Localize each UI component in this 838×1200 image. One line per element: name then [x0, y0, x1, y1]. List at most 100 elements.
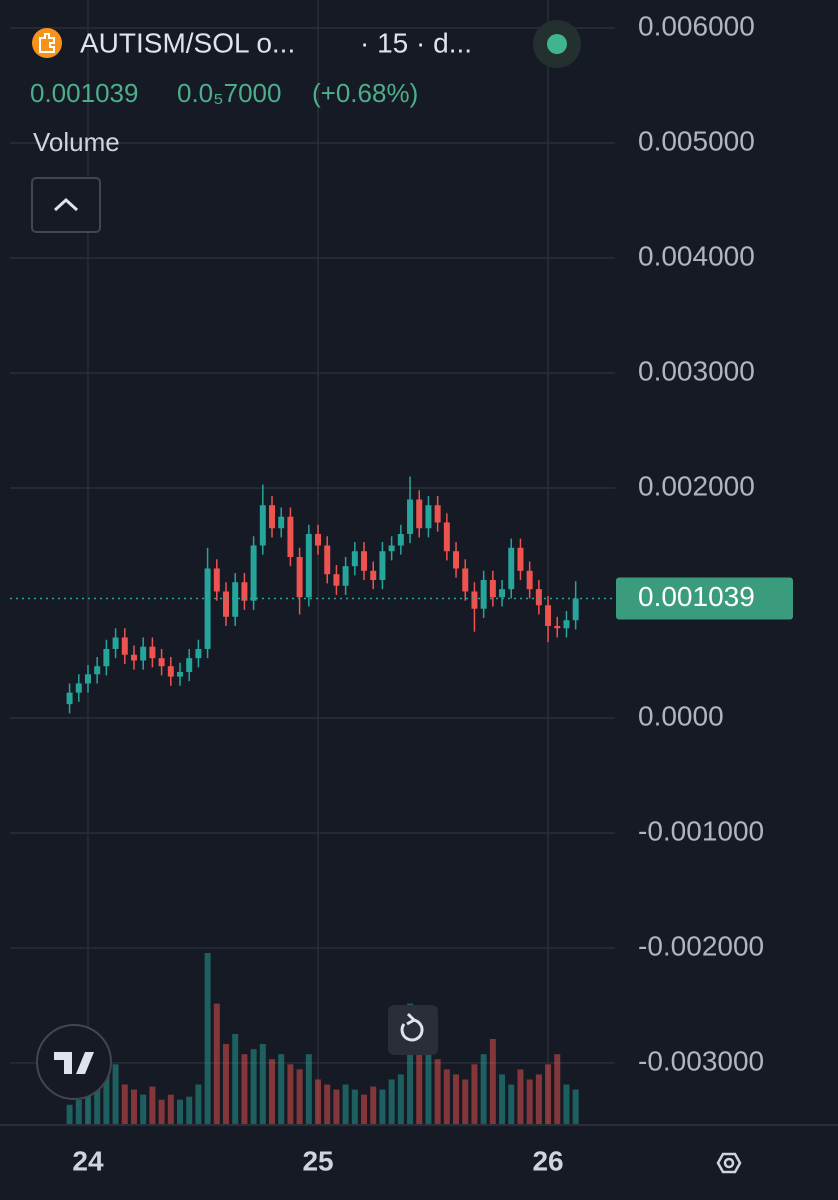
volume-bar	[84, 1094, 91, 1125]
volume-bar	[213, 1003, 220, 1125]
logo-icon	[54, 1052, 94, 1074]
candle-body	[232, 582, 239, 617]
volume-bar	[241, 1054, 248, 1125]
candle-body	[434, 505, 441, 523]
candle-body	[342, 566, 349, 586]
volume-bar	[407, 1003, 414, 1125]
last-price-tag	[616, 577, 793, 620]
candle-body	[149, 646, 156, 659]
volume-bar	[545, 1064, 552, 1125]
candle-body	[535, 589, 542, 606]
candle-body	[379, 551, 386, 580]
x-tick-label: 25	[302, 1145, 333, 1176]
volume-bar	[425, 1054, 432, 1125]
volume-bar	[397, 1074, 404, 1125]
candle-body	[462, 568, 469, 592]
candle-body	[425, 505, 432, 529]
volume-bar	[342, 1084, 349, 1125]
candle-body	[351, 551, 358, 567]
header-price: 0.001039	[30, 78, 138, 108]
logo-button[interactable]	[36, 1024, 112, 1100]
token-icon-glyph	[39, 33, 55, 53]
volume-bar	[388, 1079, 395, 1125]
volume-bar	[443, 1069, 450, 1125]
candle-body	[397, 533, 404, 546]
candle-body	[66, 692, 73, 705]
candle-body	[158, 658, 165, 667]
y-tick-label: 0.005000	[638, 125, 755, 156]
candle-body	[250, 545, 257, 601]
volume-bar	[572, 1089, 579, 1125]
volume-bar	[250, 1049, 257, 1125]
volume-bar	[232, 1033, 239, 1125]
candle-body	[167, 666, 174, 677]
volume-bar	[324, 1084, 331, 1125]
candle-body	[499, 589, 506, 598]
candle-body	[223, 591, 229, 617]
volume-bar	[434, 1059, 441, 1125]
candle-body	[177, 671, 183, 677]
candle-body	[213, 568, 220, 592]
collapse-button[interactable]	[31, 177, 101, 233]
x-tick-label: 24	[72, 1145, 104, 1176]
candle-body	[75, 683, 82, 693]
volume-bar	[140, 1094, 147, 1125]
volume-bar	[333, 1089, 340, 1125]
candle-body	[526, 570, 533, 590]
volume-bar	[112, 1064, 119, 1125]
candle-body	[333, 574, 340, 586]
candle-body	[204, 568, 211, 649]
volume-bar	[315, 1079, 322, 1125]
volume-bar	[453, 1074, 460, 1125]
volume-bar	[195, 1084, 202, 1125]
candle-body	[269, 505, 276, 529]
settings-button[interactable]	[716, 1152, 742, 1174]
candle-body	[508, 547, 515, 590]
candle-body	[545, 605, 552, 626]
candle-body	[296, 556, 303, 598]
volume-bar	[103, 1074, 110, 1125]
candle-body	[388, 545, 395, 552]
candle-body	[84, 674, 91, 684]
symbol-title[interactable]: AUTISM/SOL o...	[80, 27, 295, 58]
candle-body	[241, 582, 248, 601]
candle-body	[112, 637, 119, 649]
y-tick-label: -0.001000	[638, 815, 764, 846]
candle-body	[489, 579, 496, 598]
volume-bar	[554, 1054, 561, 1125]
candle-body	[517, 547, 524, 571]
volume-bar	[269, 1059, 276, 1125]
volume-bar	[66, 1104, 73, 1125]
candle-body	[471, 591, 478, 609]
y-tick-label: -0.003000	[638, 1045, 764, 1076]
header-change-percent: (+0.68%)	[312, 78, 418, 108]
header-change: 0.0₅7000	[177, 78, 281, 108]
volume-bar	[287, 1064, 294, 1125]
candle-body	[416, 499, 423, 529]
volume-bar	[177, 1099, 183, 1125]
volume-bar	[462, 1079, 469, 1125]
volume-bar	[131, 1089, 137, 1125]
volume-bar	[259, 1044, 266, 1125]
volume-bar	[351, 1089, 358, 1125]
y-tick-label: 0.0000	[638, 700, 724, 731]
reset-icon	[400, 1018, 424, 1042]
volume-bar	[278, 1054, 285, 1125]
reset-button[interactable]	[388, 1005, 438, 1055]
candle-body	[287, 516, 294, 557]
volume-bar	[305, 1054, 312, 1125]
volume-bar	[526, 1079, 533, 1125]
collapse-icon	[53, 197, 79, 212]
symbol-interval[interactable]: · 15 · d...	[360, 27, 472, 58]
volume-bar	[480, 1054, 487, 1125]
x-tick-label: 26	[532, 1145, 563, 1176]
volume-bar	[296, 1069, 303, 1125]
last-price-label: 0.001039	[638, 581, 755, 612]
candle-body	[278, 516, 285, 529]
candle-body	[140, 646, 147, 661]
marks	[10, 476, 615, 1125]
candle-body	[131, 654, 137, 661]
volume-bar	[508, 1084, 515, 1125]
